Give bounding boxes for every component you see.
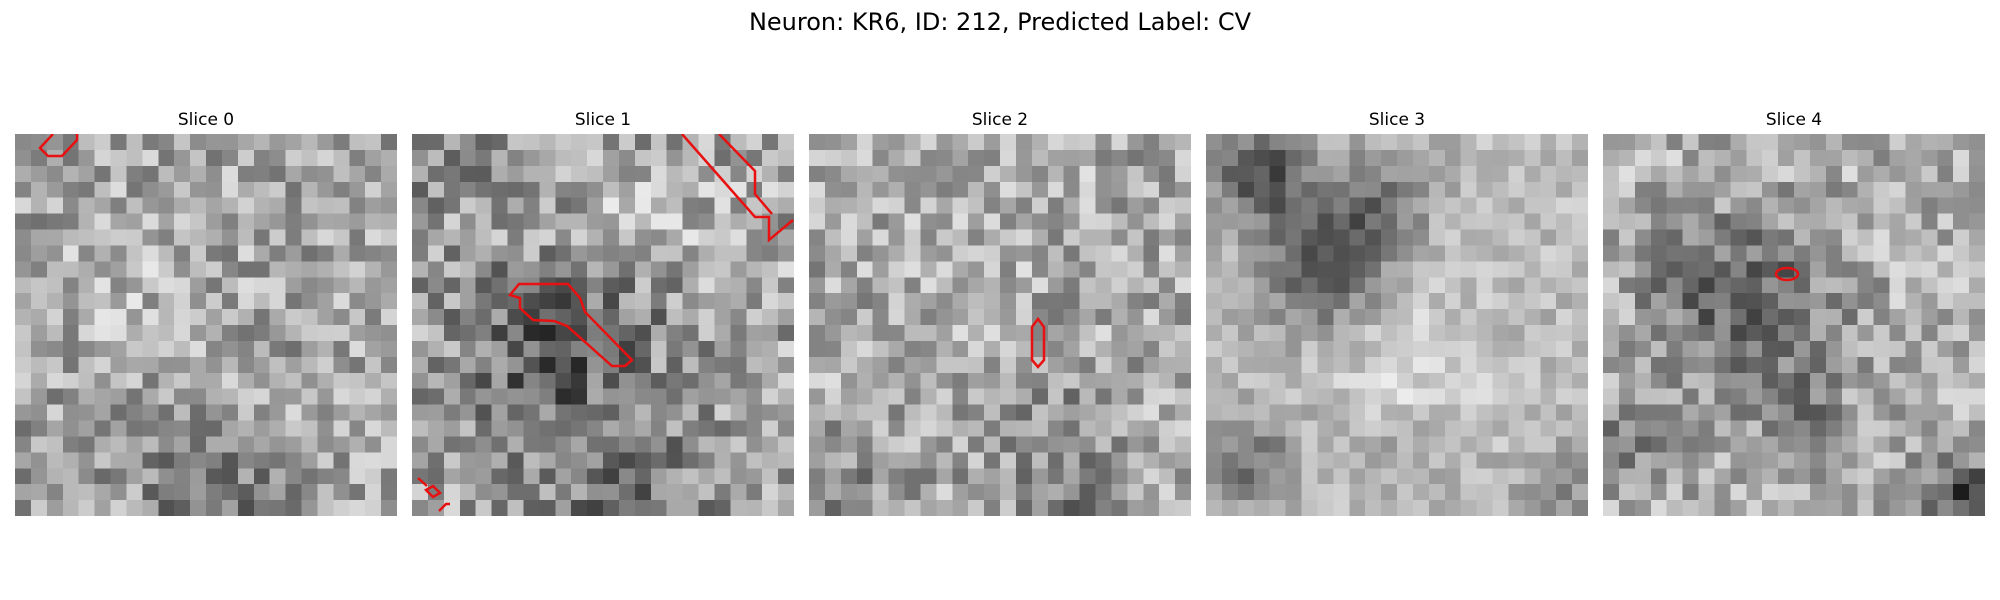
slice-2-image xyxy=(809,134,1191,516)
slice-2-contour xyxy=(1030,316,1046,369)
slice-0-heatmap xyxy=(15,134,397,516)
slice-1-contour-bottom-left-c xyxy=(438,502,450,512)
figure-title: Neuron: KR6, ID: 212, Predicted Label: C… xyxy=(748,8,1252,36)
slice-4-title: Slice 4 xyxy=(1765,110,1823,130)
slice-0-title: Slice 0 xyxy=(177,110,235,130)
slice-3-heatmap xyxy=(1206,134,1588,516)
slice-1-image xyxy=(412,134,794,516)
slice-1-contour-bottom-left-a xyxy=(417,477,428,487)
slice-0-image xyxy=(15,134,397,516)
slice-2-contours xyxy=(1030,316,1046,369)
slice-1-contours xyxy=(417,134,794,512)
slice-2-title: Slice 2 xyxy=(971,110,1029,130)
slice-4-contours xyxy=(1774,266,1800,282)
slice-1-contour-bottom-left-b xyxy=(423,484,443,499)
slice-3-image xyxy=(1206,134,1588,516)
slice-0-contours xyxy=(38,134,79,158)
slice-1-contour-center xyxy=(507,282,634,368)
slice-1-contour-top-right xyxy=(681,134,794,243)
slice-0-contour xyxy=(38,134,79,158)
slice-1-heatmap xyxy=(412,134,794,516)
slice-1-contour-top-right-edge xyxy=(718,134,773,215)
slice-3-title: Slice 3 xyxy=(1368,110,1426,130)
slice-1-title: Slice 1 xyxy=(574,110,632,130)
slice-4-image xyxy=(1603,134,1985,516)
slice-4-contour xyxy=(1774,266,1800,282)
slice-2-heatmap xyxy=(809,134,1191,516)
slice-4-heatmap xyxy=(1603,134,1985,516)
